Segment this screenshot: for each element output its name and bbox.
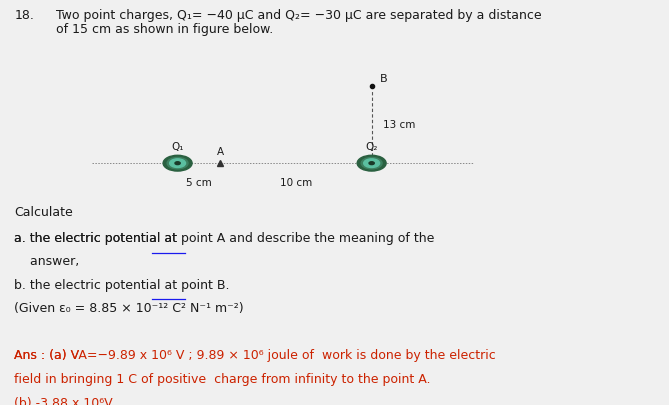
- Text: Ans : (a) VA=−9.89 x 10⁶ V ; 9.89 × 10⁶ joule of  work is done by the electric: Ans : (a) VA=−9.89 x 10⁶ V ; 9.89 × 10⁶ …: [15, 349, 496, 362]
- Circle shape: [364, 159, 379, 168]
- Circle shape: [357, 155, 386, 171]
- Text: 5 cm: 5 cm: [186, 178, 212, 188]
- Text: a. the electric potential at: a. the electric potential at: [15, 232, 181, 245]
- Text: Calculate: Calculate: [15, 206, 73, 219]
- Text: 18.: 18.: [15, 9, 34, 22]
- Text: field in bringing 1 C of positive  charge from infinity to the point A.: field in bringing 1 C of positive charge…: [15, 373, 431, 386]
- Text: Q₁: Q₁: [171, 143, 184, 152]
- Text: Q₂: Q₂: [365, 143, 378, 152]
- Circle shape: [170, 159, 185, 168]
- Text: B: B: [379, 74, 387, 84]
- Text: (b) -3.88 x 10⁶V: (b) -3.88 x 10⁶V: [15, 397, 113, 405]
- Text: b. the electric potential at point B.: b. the electric potential at point B.: [15, 279, 230, 292]
- Text: a. the electric potential at point A and describe the meaning of the: a. the electric potential at point A and…: [15, 232, 435, 245]
- Text: of 15 cm as shown in figure below.: of 15 cm as shown in figure below.: [56, 23, 273, 36]
- Circle shape: [369, 162, 374, 164]
- Text: 13 cm: 13 cm: [383, 119, 416, 130]
- Circle shape: [175, 162, 180, 164]
- Text: A: A: [217, 147, 224, 158]
- Text: 10 cm: 10 cm: [280, 178, 312, 188]
- Text: Two point charges, Q₁= −40 μC and Q₂= −30 μC are separated by a distance: Two point charges, Q₁= −40 μC and Q₂= −3…: [56, 9, 541, 22]
- Circle shape: [167, 158, 188, 169]
- Circle shape: [361, 158, 382, 169]
- Text: Ans : (a) V: Ans : (a) V: [15, 349, 80, 362]
- Text: answer,: answer,: [15, 255, 80, 269]
- Text: (Given ε₀ = 8.85 × 10⁻¹² C² N⁻¹ m⁻²): (Given ε₀ = 8.85 × 10⁻¹² C² N⁻¹ m⁻²): [15, 302, 244, 315]
- Circle shape: [163, 155, 192, 171]
